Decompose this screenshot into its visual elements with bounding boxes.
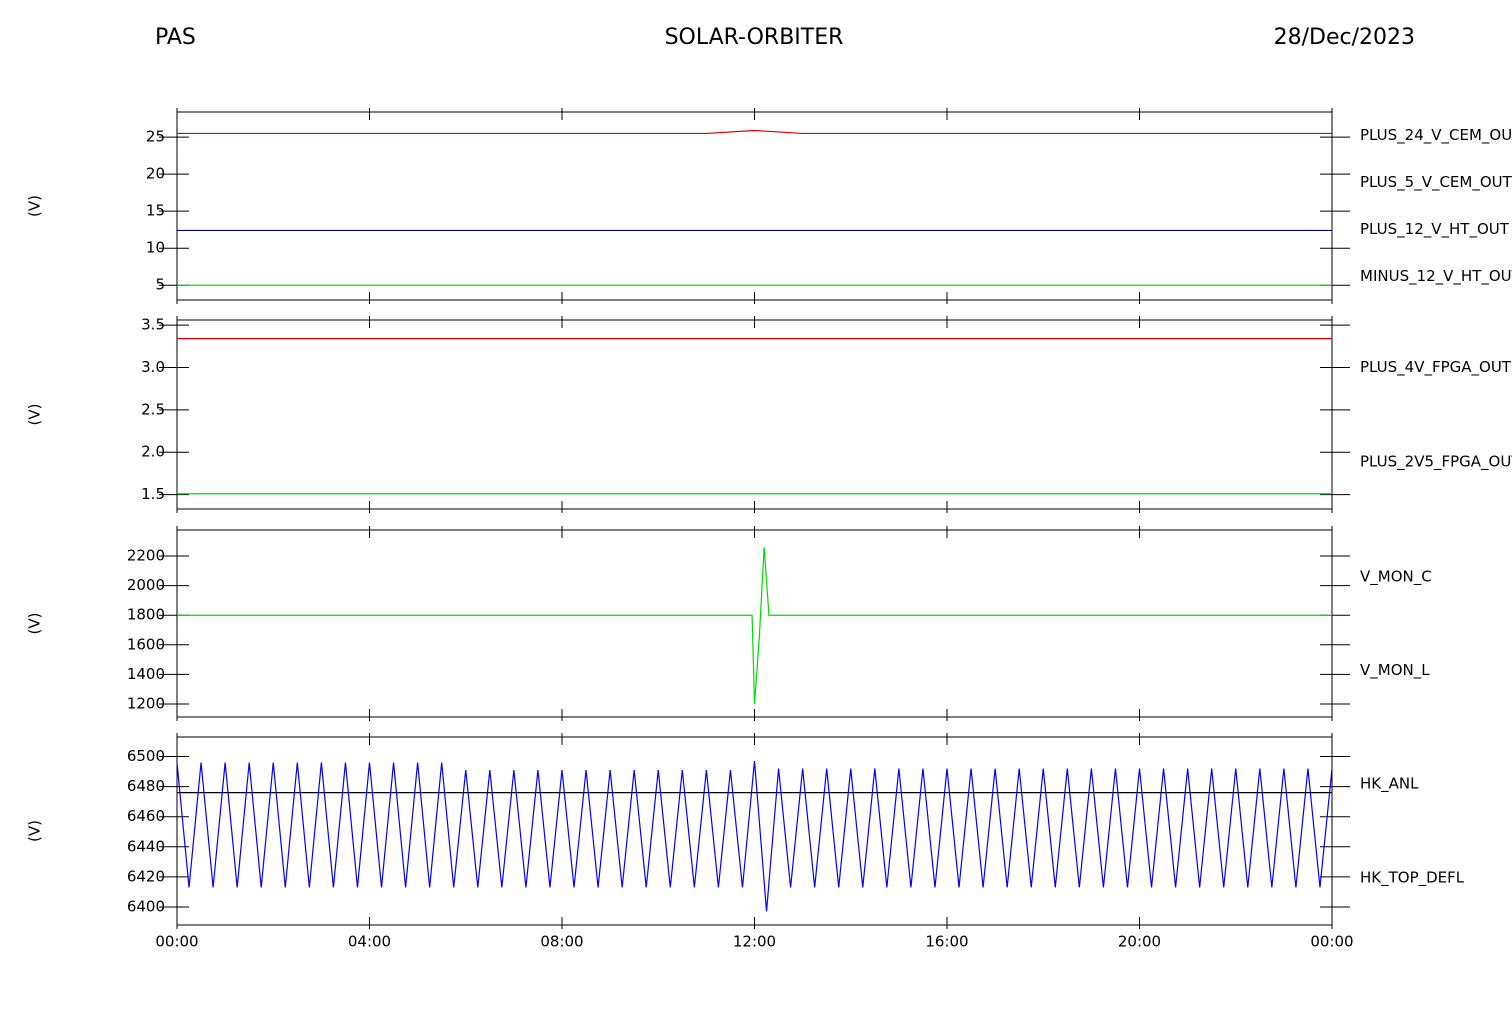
x-tick-label: 04:00 [348, 933, 391, 951]
y-tick-label: 3.0 [141, 358, 165, 376]
header-center: SOLAR-ORBITER [665, 25, 844, 50]
y-tick-label: 3.5 [141, 316, 165, 334]
y-axis-label: (V) [26, 613, 44, 635]
y-tick-label: 1.5 [141, 485, 165, 503]
y-tick-label: 25 [146, 128, 165, 146]
y-tick-label: 2.5 [141, 400, 165, 418]
x-tick-label: 08:00 [540, 933, 583, 951]
y-axis-label: (V) [26, 195, 44, 217]
y-tick-label: 1400 [127, 665, 165, 683]
legend-label: PLUS_5_V_CEM_OUT [1360, 173, 1512, 192]
legend-label: V_MON_C [1360, 567, 1432, 586]
y-tick-label: 2.0 [141, 443, 165, 461]
legend-label: MINUS_12_V_HT_OUT [1360, 267, 1512, 286]
y-tick-label: 1600 [127, 635, 165, 653]
legend-label: PLUS_24_V_CEM_OUT [1360, 126, 1512, 145]
y-tick-label: 15 [146, 202, 165, 220]
y-tick-label: 6440 [127, 837, 165, 855]
y-tick-label: 6480 [127, 777, 165, 795]
x-tick-label: 12:00 [733, 933, 776, 951]
x-tick-label: 00:00 [1310, 933, 1353, 951]
y-tick-label: 10 [146, 239, 165, 257]
y-tick-label: 6400 [127, 897, 165, 915]
x-tick-label: 00:00 [155, 933, 198, 951]
y-tick-label: 1200 [127, 694, 165, 712]
y-tick-label: 2000 [127, 576, 165, 594]
series-line [177, 129, 1332, 135]
legend-label: HK_TOP_DEFL [1360, 869, 1465, 888]
y-tick-label: 6460 [127, 807, 165, 825]
legend-label: PLUS_2V5_FPGA_OUT [1360, 452, 1512, 471]
x-tick-label: 16:00 [925, 933, 968, 951]
series-line [176, 761, 1333, 912]
y-tick-label: 6420 [127, 867, 165, 885]
y-axis-label: (V) [26, 404, 44, 426]
y-tick-label: 6500 [127, 747, 165, 765]
legend-label: PLUS_12_V_HT_OUT [1360, 220, 1510, 239]
y-tick-label: 20 [146, 165, 165, 183]
legend-label: V_MON_L [1360, 661, 1430, 680]
y-axis-label: (V) [26, 820, 44, 842]
y-tick-label: 1800 [127, 606, 165, 624]
legend-label: HK_ANL [1360, 775, 1419, 794]
header-right: 28/Dec/2023 [1274, 25, 1415, 50]
header-left: PAS [155, 25, 196, 50]
legend-label: PLUS_4V_FPGA_OUT [1360, 358, 1512, 377]
x-tick-label: 20:00 [1118, 933, 1161, 951]
y-tick-label: 2200 [127, 547, 165, 565]
series-line [177, 547, 1332, 705]
